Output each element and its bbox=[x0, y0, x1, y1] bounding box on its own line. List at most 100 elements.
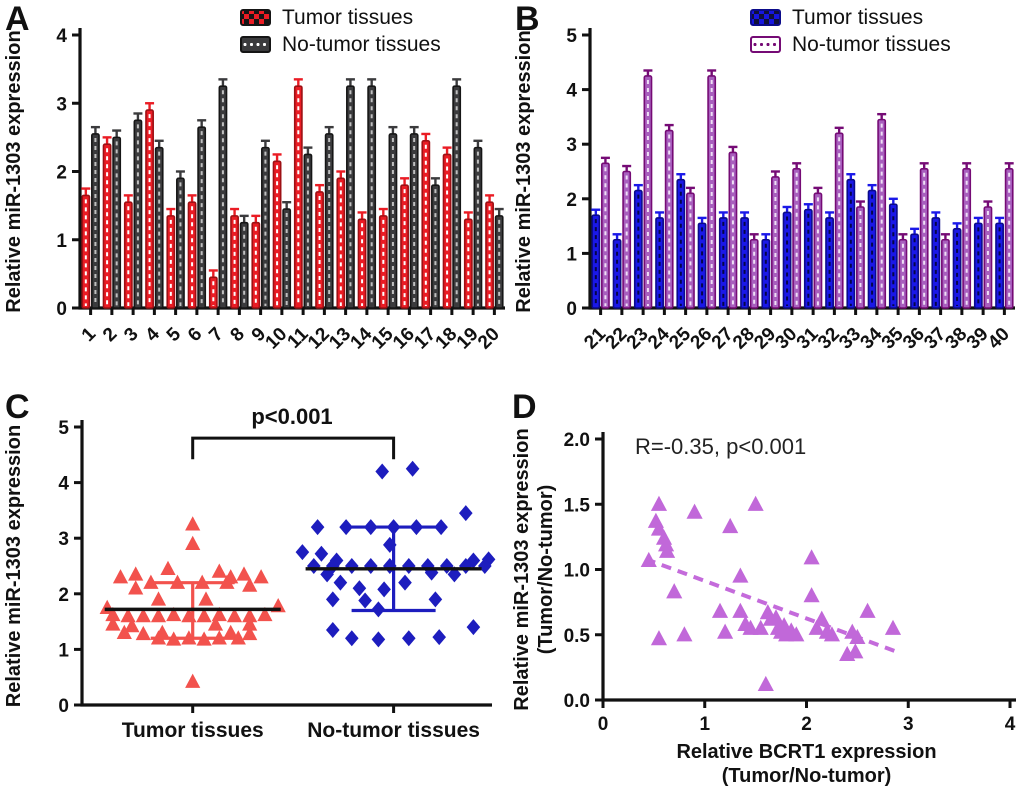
diamond-point bbox=[329, 552, 344, 569]
x-tick-label: 3 bbox=[903, 714, 914, 735]
triangle-point bbox=[105, 606, 121, 622]
legend-label-tumor: Tumor tissues bbox=[792, 5, 924, 29]
significance-bracket bbox=[191, 436, 396, 460]
triangle-point bbox=[711, 602, 729, 618]
bar bbox=[261, 146, 270, 309]
diamond-point bbox=[345, 558, 359, 574]
bar bbox=[251, 221, 261, 309]
triangle-point bbox=[166, 606, 182, 622]
bar bbox=[995, 222, 1004, 309]
triangle-point bbox=[767, 609, 785, 625]
triangle-point bbox=[650, 630, 668, 646]
panel-b: B 0 1 2 3 4 5 Relative miR-1303 expression 21 22… bbox=[510, 0, 1020, 380]
bar bbox=[846, 178, 856, 309]
bar bbox=[697, 222, 707, 309]
triangle-point bbox=[732, 602, 749, 618]
bar bbox=[898, 238, 908, 309]
bar bbox=[749, 238, 759, 309]
bar bbox=[197, 126, 207, 309]
diamond-point bbox=[434, 519, 448, 536]
y-tick-label: 2 bbox=[56, 163, 67, 184]
x-tick-label: 1 bbox=[78, 323, 101, 346]
triangle-point bbox=[808, 619, 825, 635]
triangle-point bbox=[124, 618, 140, 633]
legend-label-no-tumor: No-tumor tissues bbox=[792, 32, 951, 56]
y-tick-label: 1.0 bbox=[564, 561, 590, 582]
diamond-point bbox=[326, 621, 340, 638]
y-tick-label: 2 bbox=[58, 585, 69, 606]
panel-a: A 0 1 2 3 4 Relative miR-1303 expression 1 2 3 4 5… bbox=[0, 0, 510, 380]
bar bbox=[176, 177, 185, 309]
x-tick-label: 5 bbox=[163, 323, 186, 346]
triangle-point bbox=[757, 675, 774, 691]
panel-d: D 0.0 0.5 1.0 1.5 2.0 0 1 2 3 4 Relative BCRT1 exp… bbox=[510, 382, 1020, 800]
bar bbox=[239, 221, 249, 309]
triangle-point bbox=[242, 608, 258, 623]
bar bbox=[102, 143, 112, 309]
triangle-point bbox=[847, 643, 864, 659]
bar bbox=[272, 160, 282, 309]
diamond-point bbox=[432, 629, 446, 646]
bar bbox=[803, 208, 813, 309]
triangle-point bbox=[717, 623, 734, 639]
y-tick-label: 5 bbox=[58, 418, 69, 439]
triangle-point bbox=[884, 619, 902, 635]
diamond-point bbox=[358, 592, 372, 609]
triangle-point bbox=[253, 569, 269, 584]
x-tick-label: 40 bbox=[984, 324, 1014, 354]
diamond-point bbox=[481, 551, 496, 568]
panel-b-legend: Tumor tissues No-tumor tissues bbox=[750, 5, 951, 57]
triangle-point bbox=[747, 495, 764, 511]
triangle-point bbox=[803, 587, 820, 603]
triangle-point bbox=[640, 551, 657, 567]
axis bbox=[78, 28, 505, 310]
bar bbox=[154, 146, 164, 309]
legend-item-no-tumor: No-tumor tissues bbox=[750, 32, 951, 57]
bar bbox=[983, 206, 993, 309]
triangle-point bbox=[135, 625, 151, 641]
y-tick-label: 4 bbox=[58, 474, 69, 495]
triangle-point bbox=[659, 542, 676, 558]
triangle-point bbox=[223, 624, 239, 639]
panel-a-letter: A bbox=[5, 0, 30, 38]
triangle-point bbox=[650, 495, 668, 511]
triangle-point bbox=[135, 608, 151, 623]
bar bbox=[771, 176, 780, 309]
no-tumor-swatch-icon bbox=[240, 36, 271, 53]
legend-label-tumor: Tumor tissues bbox=[282, 5, 414, 29]
diamond-point bbox=[466, 619, 481, 636]
bar bbox=[145, 109, 154, 309]
triangle-point bbox=[185, 535, 201, 550]
y-tick-label: 0 bbox=[56, 299, 67, 320]
y-tick-label: 0 bbox=[566, 299, 577, 320]
y-axis-title: Relative miR-1303 expression bbox=[3, 30, 25, 312]
diamond-point bbox=[314, 545, 329, 562]
diamond-point bbox=[428, 591, 443, 608]
diamond-point bbox=[371, 631, 386, 648]
bar bbox=[633, 189, 643, 309]
correlation-annotation: R=-0.35, p<0.001 bbox=[635, 434, 807, 459]
triangle-point bbox=[207, 616, 224, 631]
panel-c: C 0 1 2 3 4 5 Relative miR-1303 expression Tumo… bbox=[0, 382, 510, 800]
triangle-point bbox=[752, 619, 769, 635]
y-axis-title: Relative miR-1303 expression bbox=[3, 425, 25, 707]
y-tick-label: 1 bbox=[56, 231, 67, 252]
bar bbox=[867, 189, 877, 309]
legend-label-no-tumor: No-tumor tissues bbox=[282, 32, 441, 56]
triangle-point bbox=[105, 616, 121, 631]
tumor-swatch-icon bbox=[750, 9, 781, 26]
triangle-point bbox=[658, 536, 675, 552]
diamond-point bbox=[339, 519, 353, 536]
y-tick-label: 2.0 bbox=[564, 430, 590, 451]
bar bbox=[941, 238, 950, 309]
triangle-point bbox=[242, 625, 258, 641]
y-tick-label: 2 bbox=[566, 190, 577, 211]
y-tick-label: 1 bbox=[58, 640, 69, 661]
triangle-point bbox=[116, 624, 132, 639]
y-tick-label: 3 bbox=[56, 94, 67, 115]
x-tick-label: 2 bbox=[99, 324, 121, 346]
bar bbox=[282, 208, 292, 309]
